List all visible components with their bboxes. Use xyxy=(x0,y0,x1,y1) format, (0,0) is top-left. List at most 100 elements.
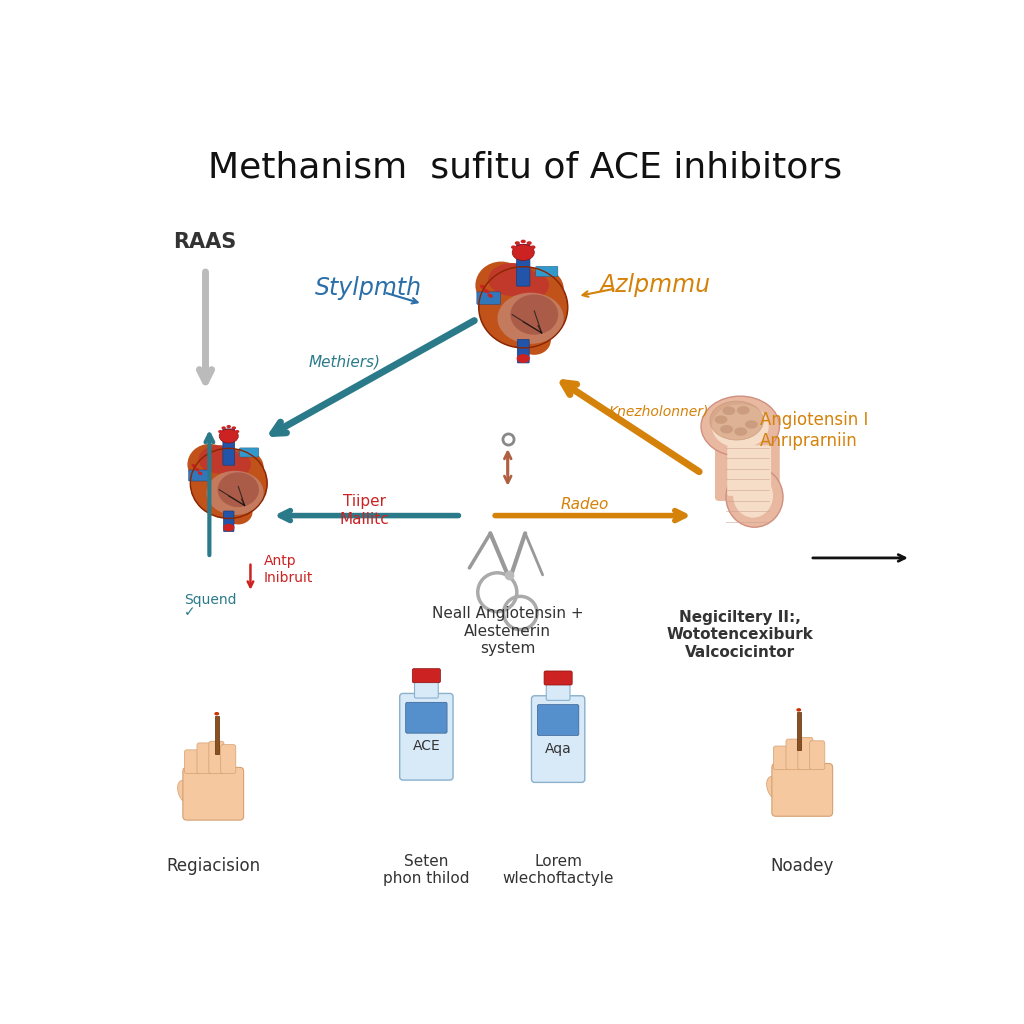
Text: Noadey: Noadey xyxy=(771,857,834,874)
Ellipse shape xyxy=(726,467,783,527)
Ellipse shape xyxy=(530,246,536,249)
Ellipse shape xyxy=(199,445,240,474)
Text: Squend: Squend xyxy=(183,593,237,607)
FancyBboxPatch shape xyxy=(715,436,779,501)
Text: Neall Angiotensin +
Alestenerin
system: Neall Angiotensin + Alestenerin system xyxy=(432,606,584,656)
Ellipse shape xyxy=(190,449,267,518)
FancyBboxPatch shape xyxy=(531,695,585,782)
FancyBboxPatch shape xyxy=(536,266,558,276)
FancyBboxPatch shape xyxy=(477,292,501,304)
Ellipse shape xyxy=(223,524,234,531)
Ellipse shape xyxy=(191,464,197,468)
FancyBboxPatch shape xyxy=(223,511,233,531)
Text: Lorem
wlechoftactyle: Lorem wlechoftactyle xyxy=(503,854,613,886)
FancyBboxPatch shape xyxy=(223,429,234,465)
Ellipse shape xyxy=(475,261,527,309)
Ellipse shape xyxy=(219,429,239,443)
FancyBboxPatch shape xyxy=(399,693,453,780)
Ellipse shape xyxy=(701,396,779,457)
Ellipse shape xyxy=(526,242,531,245)
Ellipse shape xyxy=(234,430,240,433)
FancyBboxPatch shape xyxy=(538,705,579,735)
Ellipse shape xyxy=(207,471,264,515)
FancyBboxPatch shape xyxy=(517,339,529,362)
FancyBboxPatch shape xyxy=(183,767,244,820)
Text: Regiacision: Regiacision xyxy=(166,857,260,874)
Text: Stylpmth: Stylpmth xyxy=(314,276,422,300)
Ellipse shape xyxy=(520,240,526,244)
Ellipse shape xyxy=(797,709,801,712)
FancyBboxPatch shape xyxy=(215,716,219,754)
Text: RAAS: RAAS xyxy=(173,232,237,252)
FancyBboxPatch shape xyxy=(209,741,224,773)
Ellipse shape xyxy=(737,407,750,415)
Ellipse shape xyxy=(218,430,222,433)
Ellipse shape xyxy=(487,294,493,298)
Ellipse shape xyxy=(734,427,748,436)
Ellipse shape xyxy=(231,426,237,429)
FancyBboxPatch shape xyxy=(810,740,824,770)
Ellipse shape xyxy=(512,245,535,260)
Ellipse shape xyxy=(712,404,769,449)
FancyBboxPatch shape xyxy=(772,764,833,816)
FancyBboxPatch shape xyxy=(406,702,447,733)
Text: Aqa: Aqa xyxy=(545,741,571,756)
Ellipse shape xyxy=(198,471,203,475)
Ellipse shape xyxy=(224,499,253,524)
Text: Methanism  sufitu of ACE inhibitors: Methanism sufitu of ACE inhibitors xyxy=(208,151,842,184)
Ellipse shape xyxy=(515,242,520,245)
Text: ACE: ACE xyxy=(413,739,440,754)
FancyBboxPatch shape xyxy=(240,447,259,457)
FancyBboxPatch shape xyxy=(197,743,212,773)
Ellipse shape xyxy=(483,289,489,293)
Ellipse shape xyxy=(517,354,529,362)
Ellipse shape xyxy=(226,425,231,428)
Ellipse shape xyxy=(214,712,219,716)
Text: ✓: ✓ xyxy=(183,605,196,618)
Text: Mallitc: Mallitc xyxy=(340,512,389,527)
FancyBboxPatch shape xyxy=(798,737,813,770)
FancyBboxPatch shape xyxy=(786,739,801,770)
Ellipse shape xyxy=(488,263,537,296)
Ellipse shape xyxy=(218,472,259,507)
Ellipse shape xyxy=(221,426,226,429)
Ellipse shape xyxy=(519,269,564,309)
Ellipse shape xyxy=(177,780,194,804)
FancyBboxPatch shape xyxy=(516,245,529,286)
Ellipse shape xyxy=(745,420,758,429)
Ellipse shape xyxy=(479,267,567,347)
Ellipse shape xyxy=(710,401,764,440)
FancyBboxPatch shape xyxy=(797,712,801,750)
Text: Angiotensin I
Anrıprarniin: Angiotensin I Anrıprarniin xyxy=(760,412,868,451)
Ellipse shape xyxy=(187,444,231,485)
FancyBboxPatch shape xyxy=(221,744,236,773)
Ellipse shape xyxy=(518,326,551,355)
Text: Azlpmmu: Azlpmmu xyxy=(599,272,711,297)
Text: Knezholonner): Knezholonner) xyxy=(608,404,709,419)
FancyBboxPatch shape xyxy=(415,679,438,698)
FancyBboxPatch shape xyxy=(546,681,570,700)
Ellipse shape xyxy=(498,293,564,344)
FancyBboxPatch shape xyxy=(188,470,209,481)
Ellipse shape xyxy=(733,474,773,518)
FancyBboxPatch shape xyxy=(544,671,572,685)
Text: Negiciltery II:,
Wototencexiburk
Valcocicintor: Negiciltery II:, Wototencexiburk Valcoci… xyxy=(667,610,814,659)
Ellipse shape xyxy=(715,416,727,424)
Ellipse shape xyxy=(512,271,549,299)
Ellipse shape xyxy=(722,407,735,415)
Text: Methiers): Methiers) xyxy=(309,354,381,369)
Ellipse shape xyxy=(225,451,264,485)
Ellipse shape xyxy=(720,425,733,433)
FancyBboxPatch shape xyxy=(413,669,440,683)
Ellipse shape xyxy=(219,453,251,476)
Ellipse shape xyxy=(511,246,516,249)
Ellipse shape xyxy=(510,295,558,335)
Text: Tiiper: Tiiper xyxy=(343,495,386,509)
FancyBboxPatch shape xyxy=(184,750,200,773)
Text: Antp
Inibruit: Antp Inibruit xyxy=(263,554,313,585)
Text: Seten
phon thilod: Seten phon thilod xyxy=(383,854,470,886)
FancyBboxPatch shape xyxy=(773,746,788,770)
Ellipse shape xyxy=(480,285,485,289)
Ellipse shape xyxy=(767,776,782,800)
FancyBboxPatch shape xyxy=(727,445,771,496)
